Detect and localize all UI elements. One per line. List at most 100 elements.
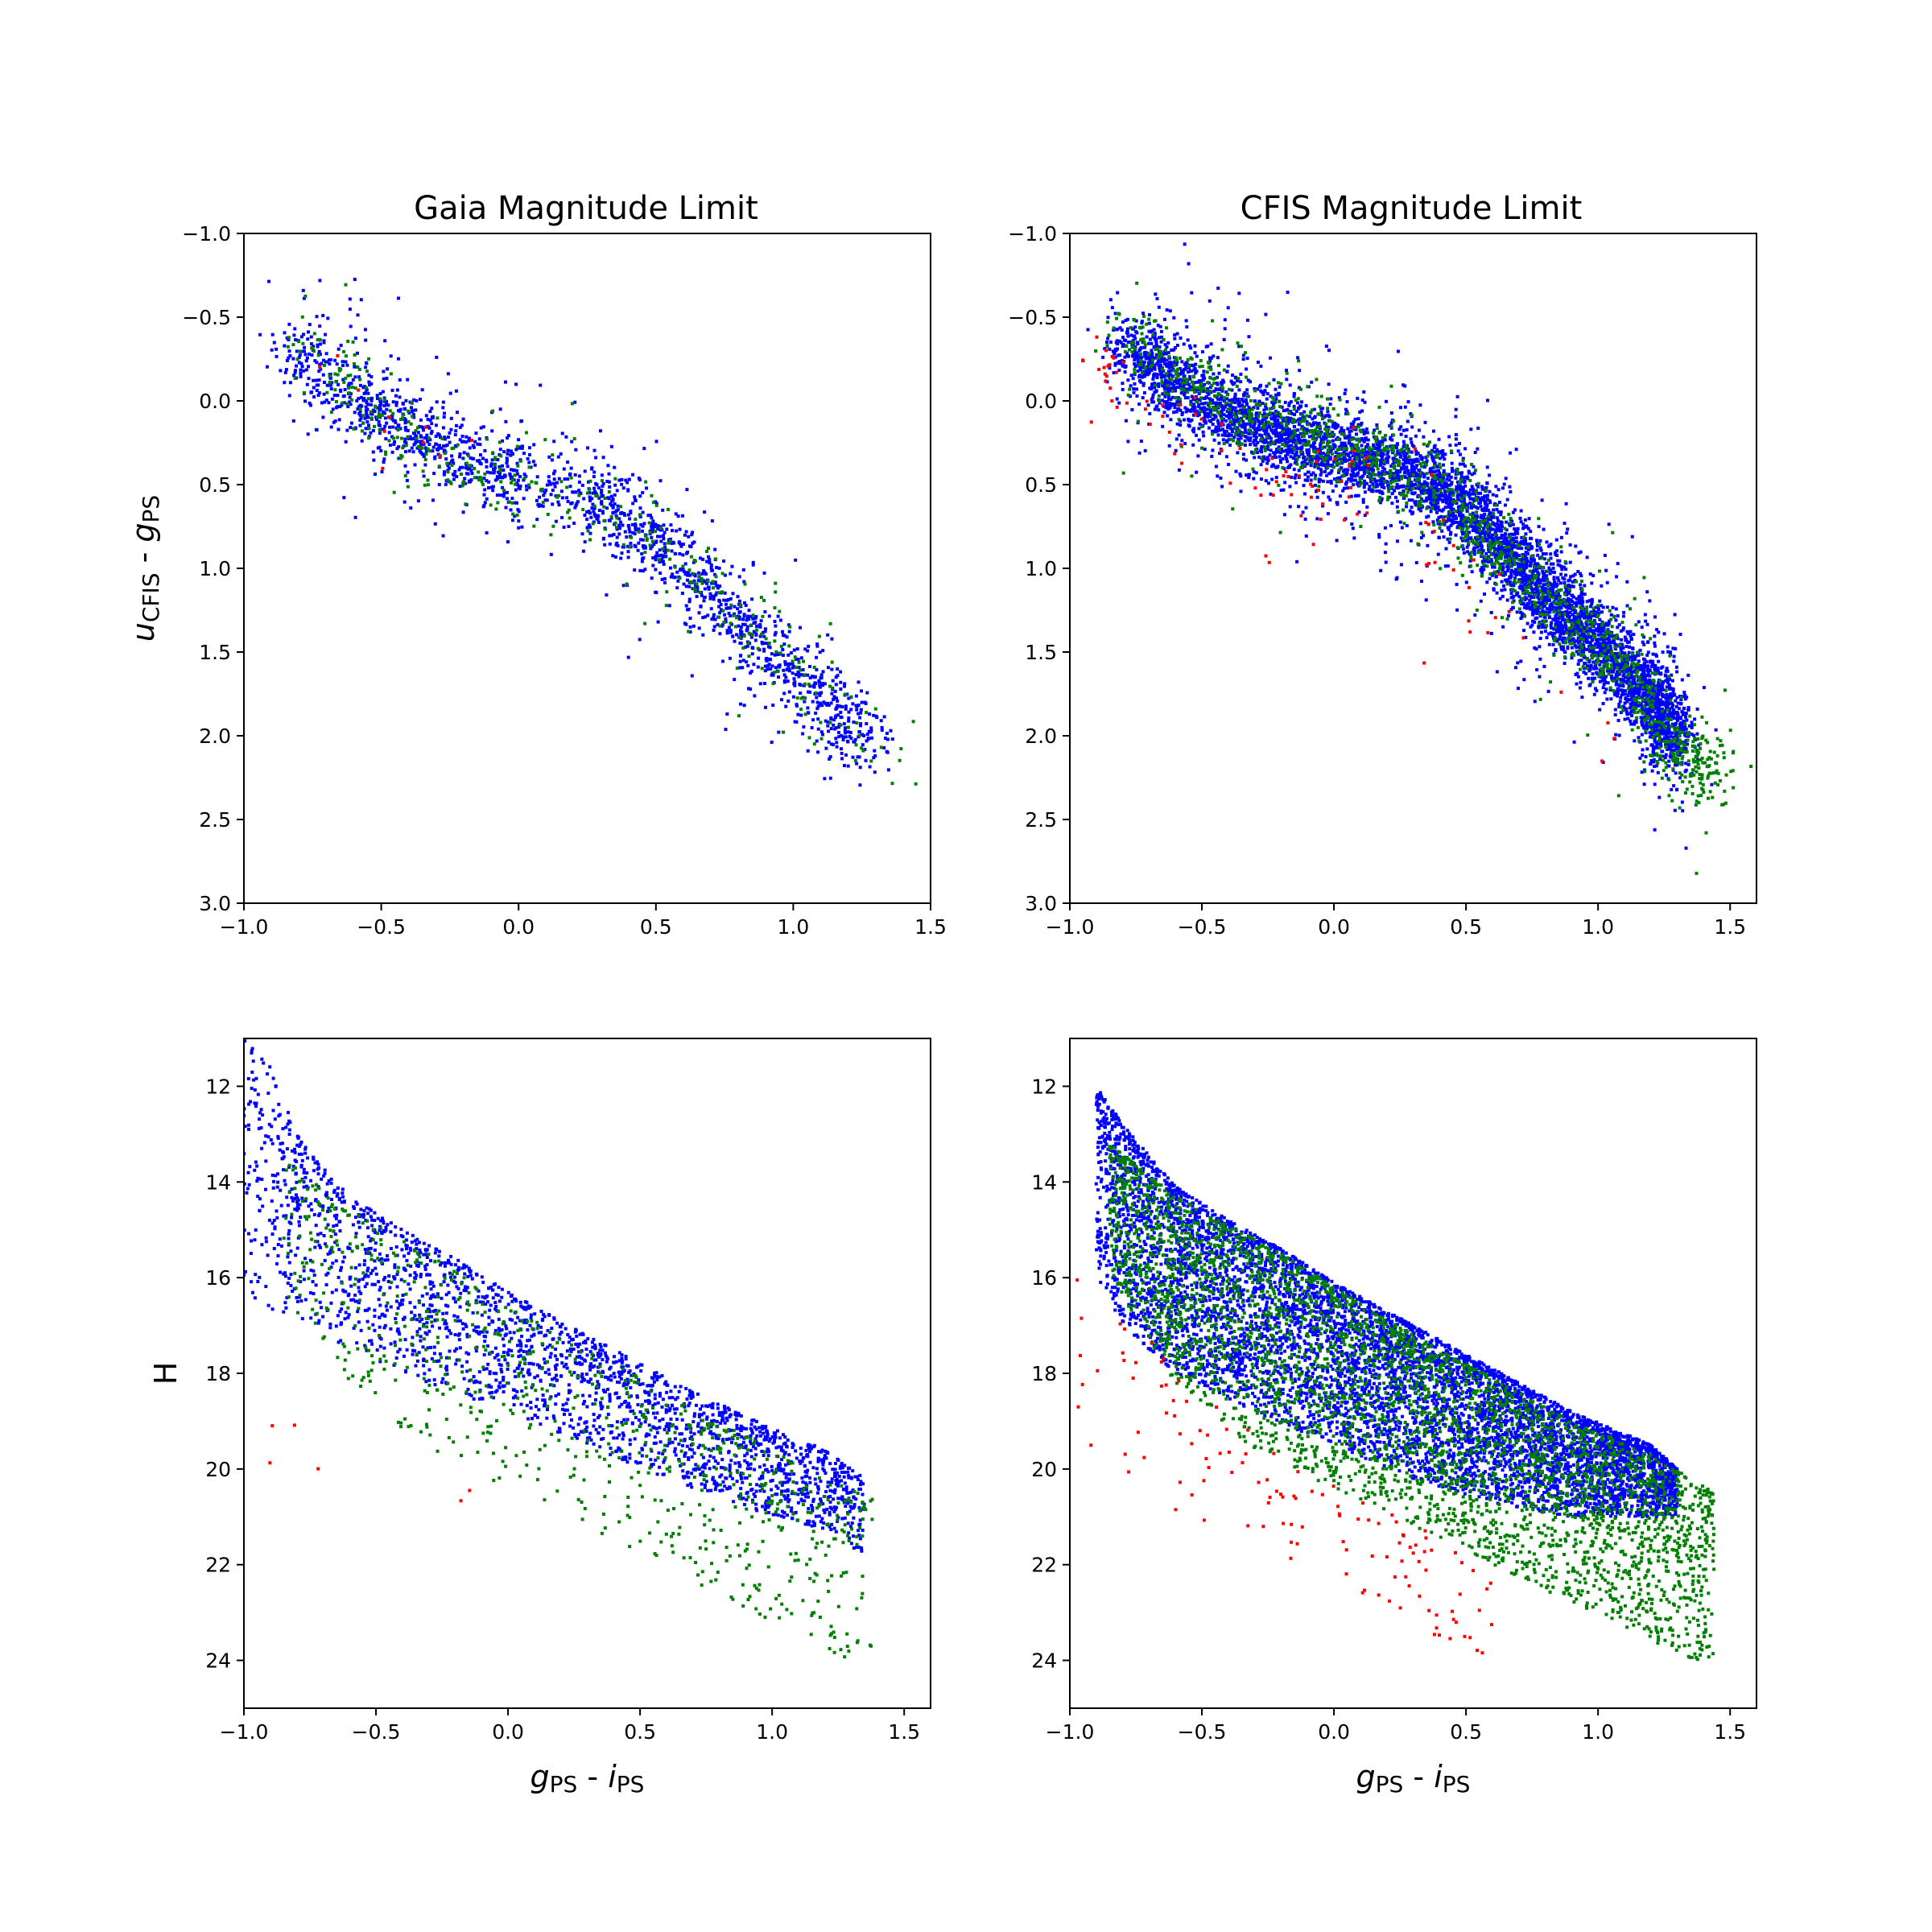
data-point [493,463,497,467]
data-point [1239,372,1243,376]
data-point [654,554,658,558]
data-point [1357,510,1361,514]
data-point [367,357,371,361]
data-point [512,468,516,472]
data-point [502,450,506,454]
data-point [339,344,343,348]
data-point [367,423,370,427]
data-point [1344,452,1348,456]
data-point [369,375,374,378]
data-point [1648,660,1652,663]
data-point [641,510,645,514]
data-point [788,625,792,629]
data-point [502,491,506,495]
data-point [691,624,696,628]
data-point [1198,422,1202,426]
data-point [1617,702,1621,706]
data-point [716,623,720,627]
data-point [1141,312,1146,315]
data-point [1585,623,1589,627]
data-point [1664,743,1668,746]
data-point [1420,497,1423,501]
data-point [394,394,398,398]
data-point [526,483,530,487]
data-point [767,614,771,618]
data-point [806,649,810,653]
data-point [511,512,515,516]
data-point [1550,621,1554,625]
data-point [302,369,305,373]
data-point [701,557,705,561]
data-point [345,363,349,367]
data-point [518,484,522,488]
data-point [758,625,762,629]
data-point [415,446,419,450]
data-point [1441,463,1445,467]
data-point [1366,443,1369,447]
data-point [1601,605,1605,609]
data-point [625,582,629,586]
data-point [1509,584,1513,588]
data-point [700,581,704,585]
data-point [1562,640,1566,644]
data-point [623,530,627,534]
data-point [1284,442,1288,445]
data-point [1620,650,1624,654]
data-point [1161,424,1165,428]
data-point [687,597,691,601]
data-point [349,398,353,402]
data-point [1629,638,1633,641]
data-point [396,427,400,431]
data-point [745,625,749,629]
data-point [681,553,685,557]
data-point [1505,547,1509,551]
data-point [890,737,894,741]
data-point [1397,478,1401,482]
data-point [1623,689,1627,692]
data-point [844,704,848,708]
data-point [1588,572,1592,576]
data-point [1268,425,1272,429]
data-point [844,692,848,696]
data-point [603,497,607,500]
data-point [818,685,822,689]
data-point [773,633,777,637]
data-point [815,707,819,711]
data-point [1682,728,1686,732]
data-point [1214,464,1218,469]
data-point [741,617,745,621]
data-point [601,479,604,483]
data-point [1201,350,1204,353]
data-point [375,418,378,421]
data-point [592,506,597,510]
data-point [1577,658,1581,663]
data-point [1221,438,1225,442]
data-point [1174,448,1178,452]
data-point [1538,657,1542,661]
data-point [714,593,718,597]
data-point [1614,683,1618,687]
data-point [1163,394,1167,398]
data-point [1541,623,1545,627]
data-point [364,427,368,431]
data-point [1661,754,1665,758]
data-point [1622,610,1626,614]
data-point [650,539,654,543]
data-point [1303,478,1307,482]
data-point [1436,505,1440,509]
data-point [1616,719,1620,722]
data-point [539,383,543,387]
data-point [318,338,322,342]
data-point [770,664,774,668]
data-point [605,593,609,597]
data-point [494,507,498,511]
data-point [1335,436,1340,440]
data-point [849,708,853,712]
data-point [417,444,420,448]
data-point [1501,625,1505,629]
data-point [437,483,441,486]
data-point [808,665,811,668]
data-point [1150,369,1154,373]
data-point [1174,363,1179,366]
data-point [1292,404,1296,408]
